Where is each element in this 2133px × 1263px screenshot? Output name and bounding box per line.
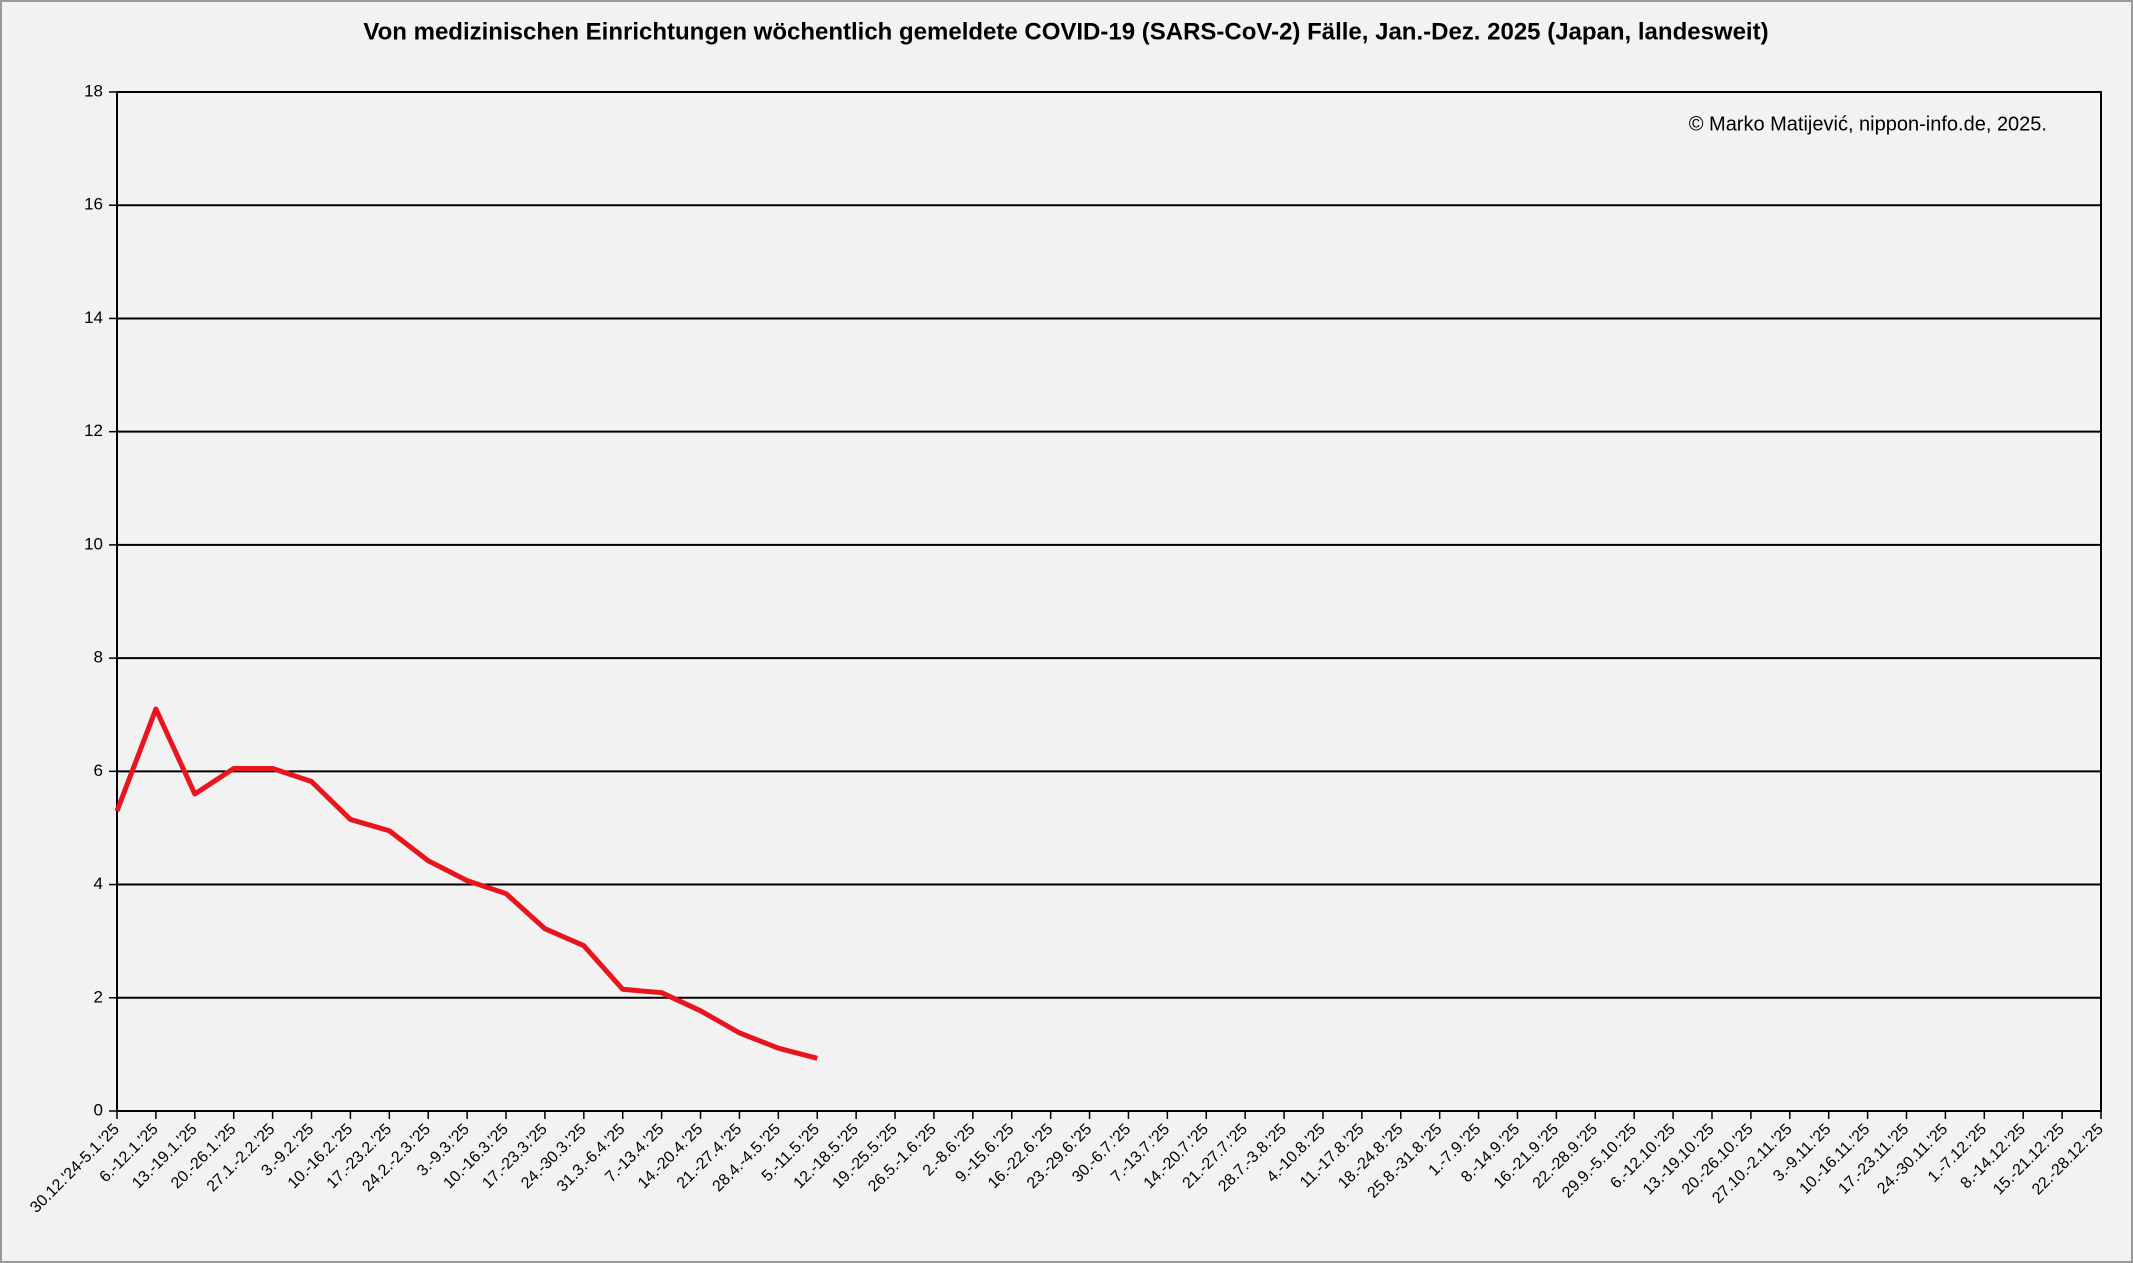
series-line bbox=[114, 706, 818, 1061]
y-tick-label: 8 bbox=[94, 648, 103, 667]
y-tick-label: 16 bbox=[84, 195, 103, 214]
y-tick-label: 2 bbox=[94, 987, 103, 1006]
plot-frame bbox=[116, 91, 2102, 1112]
chart-title: Von medizinischen Einrichtungen wöchentl… bbox=[363, 18, 1768, 45]
annotation: © Marko Matijević, nippon-info.de, 2025. bbox=[1689, 113, 2047, 135]
y-tick-label: 0 bbox=[94, 1100, 103, 1119]
y-tick-label: 18 bbox=[84, 81, 103, 100]
y-tick-label: 12 bbox=[84, 421, 103, 440]
y-tick-label: 4 bbox=[94, 874, 103, 893]
y-tick-label: 14 bbox=[84, 308, 103, 327]
y-tick-label: 6 bbox=[94, 761, 103, 780]
y-tick-label: 10 bbox=[84, 534, 103, 553]
